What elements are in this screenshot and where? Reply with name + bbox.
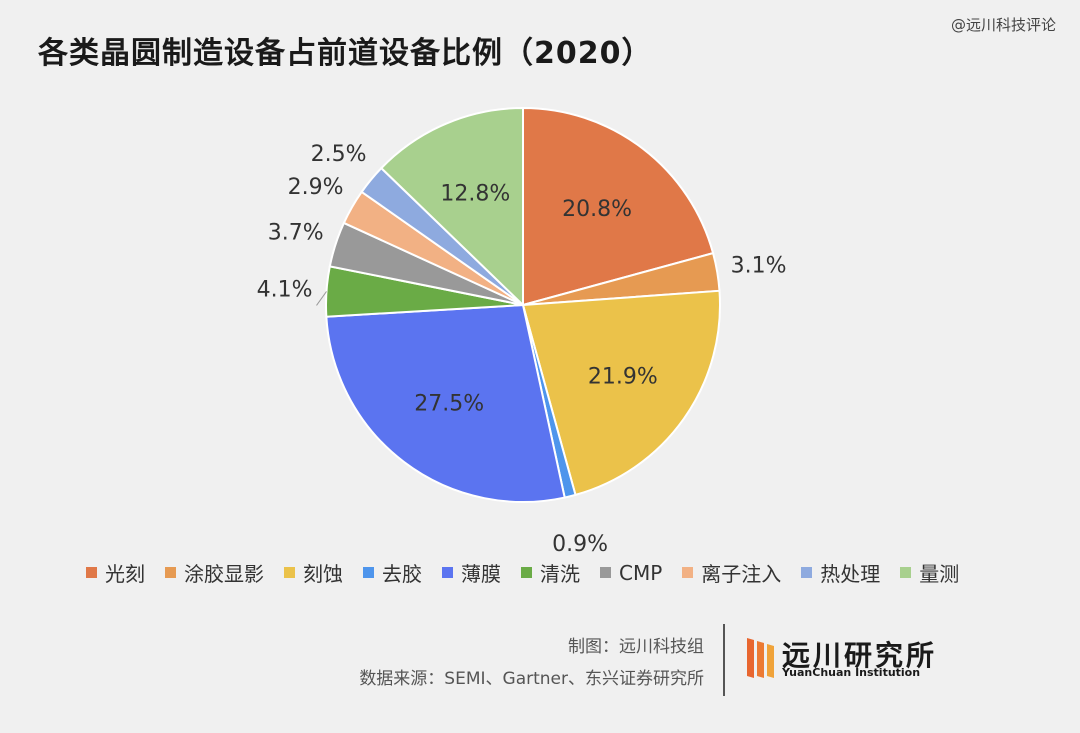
legend-label: 刻蚀: [303, 562, 343, 586]
brand-name: 远川研究所: [782, 639, 938, 672]
legend-item-5: 清洗: [521, 558, 580, 587]
legend-swatch: [521, 567, 532, 578]
legend-swatch: [442, 567, 453, 578]
brand-name-en: YuanChuan Institution: [782, 666, 921, 679]
legend-label: 清洗: [540, 562, 580, 586]
data-label-0: 20.8%: [562, 197, 632, 222]
footer-divider: [723, 624, 725, 696]
chart-legend: 光刻 涂胶显影 刻蚀 去胶 薄膜 清洗 CMP 离子注入 热处理 量测: [86, 558, 959, 587]
legend-label: 量测: [919, 562, 960, 586]
data-label-3: 0.9%: [552, 532, 608, 557]
legend-item-7: 离子注入: [682, 558, 781, 587]
legend-item-0: 光刻: [86, 558, 145, 587]
data-label-1: 3.1%: [731, 254, 787, 279]
legend-item-6: CMP: [600, 561, 662, 585]
legend-swatch: [165, 567, 176, 578]
legend-item-2: 刻蚀: [284, 558, 343, 587]
data-label-6: 3.7%: [268, 220, 324, 245]
data-label-9: 12.8%: [440, 182, 510, 207]
legend-label: CMP: [619, 560, 663, 585]
legend-label: 去胶: [382, 562, 422, 586]
legend-item-1: 涂胶显影: [165, 558, 264, 587]
legend-swatch: [600, 567, 611, 578]
legend-item-8: 热处理: [801, 558, 880, 587]
brand-logo-icon: [747, 638, 774, 678]
data-label-5: 4.1%: [257, 278, 313, 303]
leader-line-5: [316, 291, 327, 306]
legend-label: 离子注入: [701, 562, 782, 586]
data-label-7: 2.9%: [288, 175, 344, 200]
watermark: @远川科技评论: [950, 16, 1056, 34]
data-label-8: 2.5%: [311, 142, 367, 167]
legend-label: 热处理: [820, 562, 881, 586]
legend-item-3: 去胶: [363, 558, 422, 587]
chart-credit: 制图：远川科技组: [568, 637, 704, 657]
legend-swatch: [363, 567, 374, 578]
data-label-2: 21.9%: [588, 364, 658, 389]
legend-item-9: 量测: [900, 558, 959, 587]
legend-swatch: [284, 567, 295, 578]
legend-swatch: [900, 567, 912, 578]
legend-swatch: [86, 567, 97, 578]
legend-item-4: 薄膜: [442, 558, 501, 587]
pie-slice-0: [522, 106, 715, 307]
legend-swatch: [682, 567, 694, 578]
chart-title: 各类晶圆制造设备占前道设备比例（2020）: [38, 36, 653, 71]
data-label-4: 27.5%: [414, 391, 484, 416]
legend-label: 涂胶显影: [184, 562, 264, 586]
legend-label: 薄膜: [461, 562, 501, 586]
legend-swatch: [801, 567, 813, 578]
pie-slice-9: [379, 106, 524, 308]
legend-label: 光刻: [105, 562, 145, 586]
pie-slice-2: [521, 289, 721, 497]
data-source: 数据来源：SEMI、Gartner、东兴证券研究所: [359, 669, 704, 689]
pie-slice-4: [325, 303, 566, 503]
